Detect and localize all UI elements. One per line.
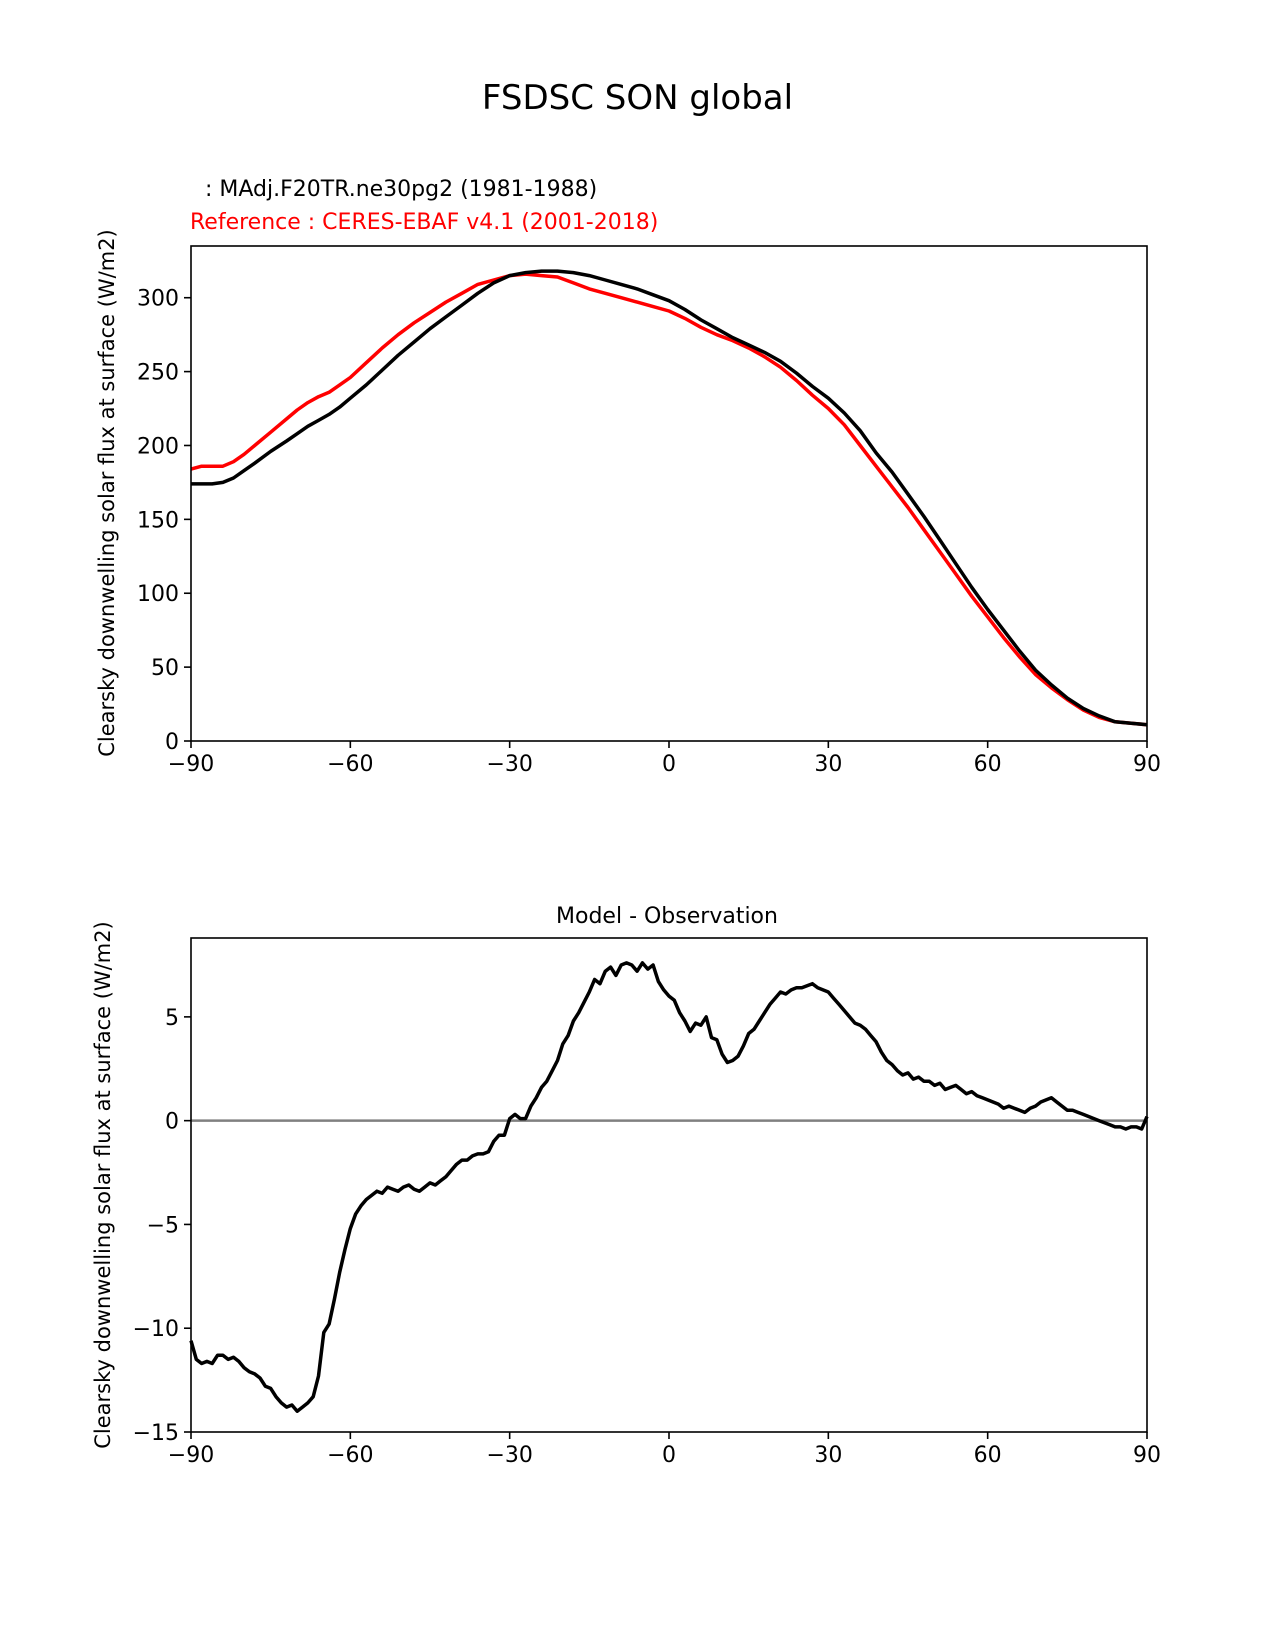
- bottom-panel-title: Model - Observation: [556, 904, 778, 929]
- y-tick-label: 100: [137, 582, 179, 607]
- x-tick-label: −30: [486, 752, 532, 777]
- y-tick-label: 300: [137, 287, 179, 312]
- y-tick-label: 5: [165, 1006, 179, 1031]
- series-line-1: [189, 961, 1149, 1413]
- top-plot-area: −90 −60 −30 0 30 60 90 0 50 100 150 200 250 300 Clears…: [95, 229, 1161, 777]
- x-tick-label: 90: [1133, 1443, 1161, 1468]
- x-tick-label: 0: [662, 752, 676, 777]
- reference-header-line: Reference : CERES-EBAF v4.1 (2001-2018): [190, 210, 658, 235]
- bottom-panel: Model - Observation −90 −60 −30 0 30 60 90−15−…: [91, 904, 1161, 1468]
- series-line-2: [191, 269, 1148, 727]
- y-tick-label: −15: [133, 1421, 179, 1446]
- series-line-1: [190, 272, 1148, 727]
- axes-frame: [190, 245, 1148, 742]
- y-axis-label: Clearsky downwelling solar flux at surfa…: [95, 229, 119, 757]
- y-tick-label: 150: [137, 508, 179, 533]
- model-header-line: : MAdj.F20TR.ne30pg2 (1981-1988): [205, 177, 597, 202]
- x-tick-label: −60: [327, 752, 373, 777]
- x-tick-label: −90: [168, 1443, 214, 1468]
- y-tick-label: 50: [151, 656, 179, 681]
- x-tick-label: 0: [662, 1443, 676, 1468]
- x-tick-label: −90: [168, 752, 214, 777]
- y-tick-label: 0: [165, 730, 179, 755]
- top-panel: : MAdj.F20TR.ne30pg2 (1981-1988) Referen…: [95, 177, 1161, 777]
- x-tick-label: 60: [974, 1443, 1002, 1468]
- x-tick-label: −30: [486, 1443, 532, 1468]
- y-tick-label: 0: [165, 1110, 179, 1135]
- y-axis-label: Clearsky downwelling solar flux at surfa…: [91, 921, 115, 1449]
- x-tick-label: 90: [1133, 752, 1161, 777]
- x-tick-label: 30: [814, 752, 842, 777]
- x-tick-label: 60: [974, 752, 1002, 777]
- figure-title: FSDSC SON global: [482, 78, 793, 118]
- x-tick-label: 30: [814, 1443, 842, 1468]
- axes-frame: [190, 937, 1148, 1433]
- x-tick-label: −60: [327, 1443, 373, 1468]
- y-tick-label: −10: [133, 1317, 179, 1342]
- y-tick-label: −5: [147, 1213, 179, 1238]
- bottom-plot-area: −90 −60 −30 0 30 60 90 −15 −10 −5 0 5 Clearsky downw…: [91, 921, 1161, 1468]
- y-tick-label: 250: [137, 361, 179, 386]
- y-tick-label: 200: [137, 434, 179, 459]
